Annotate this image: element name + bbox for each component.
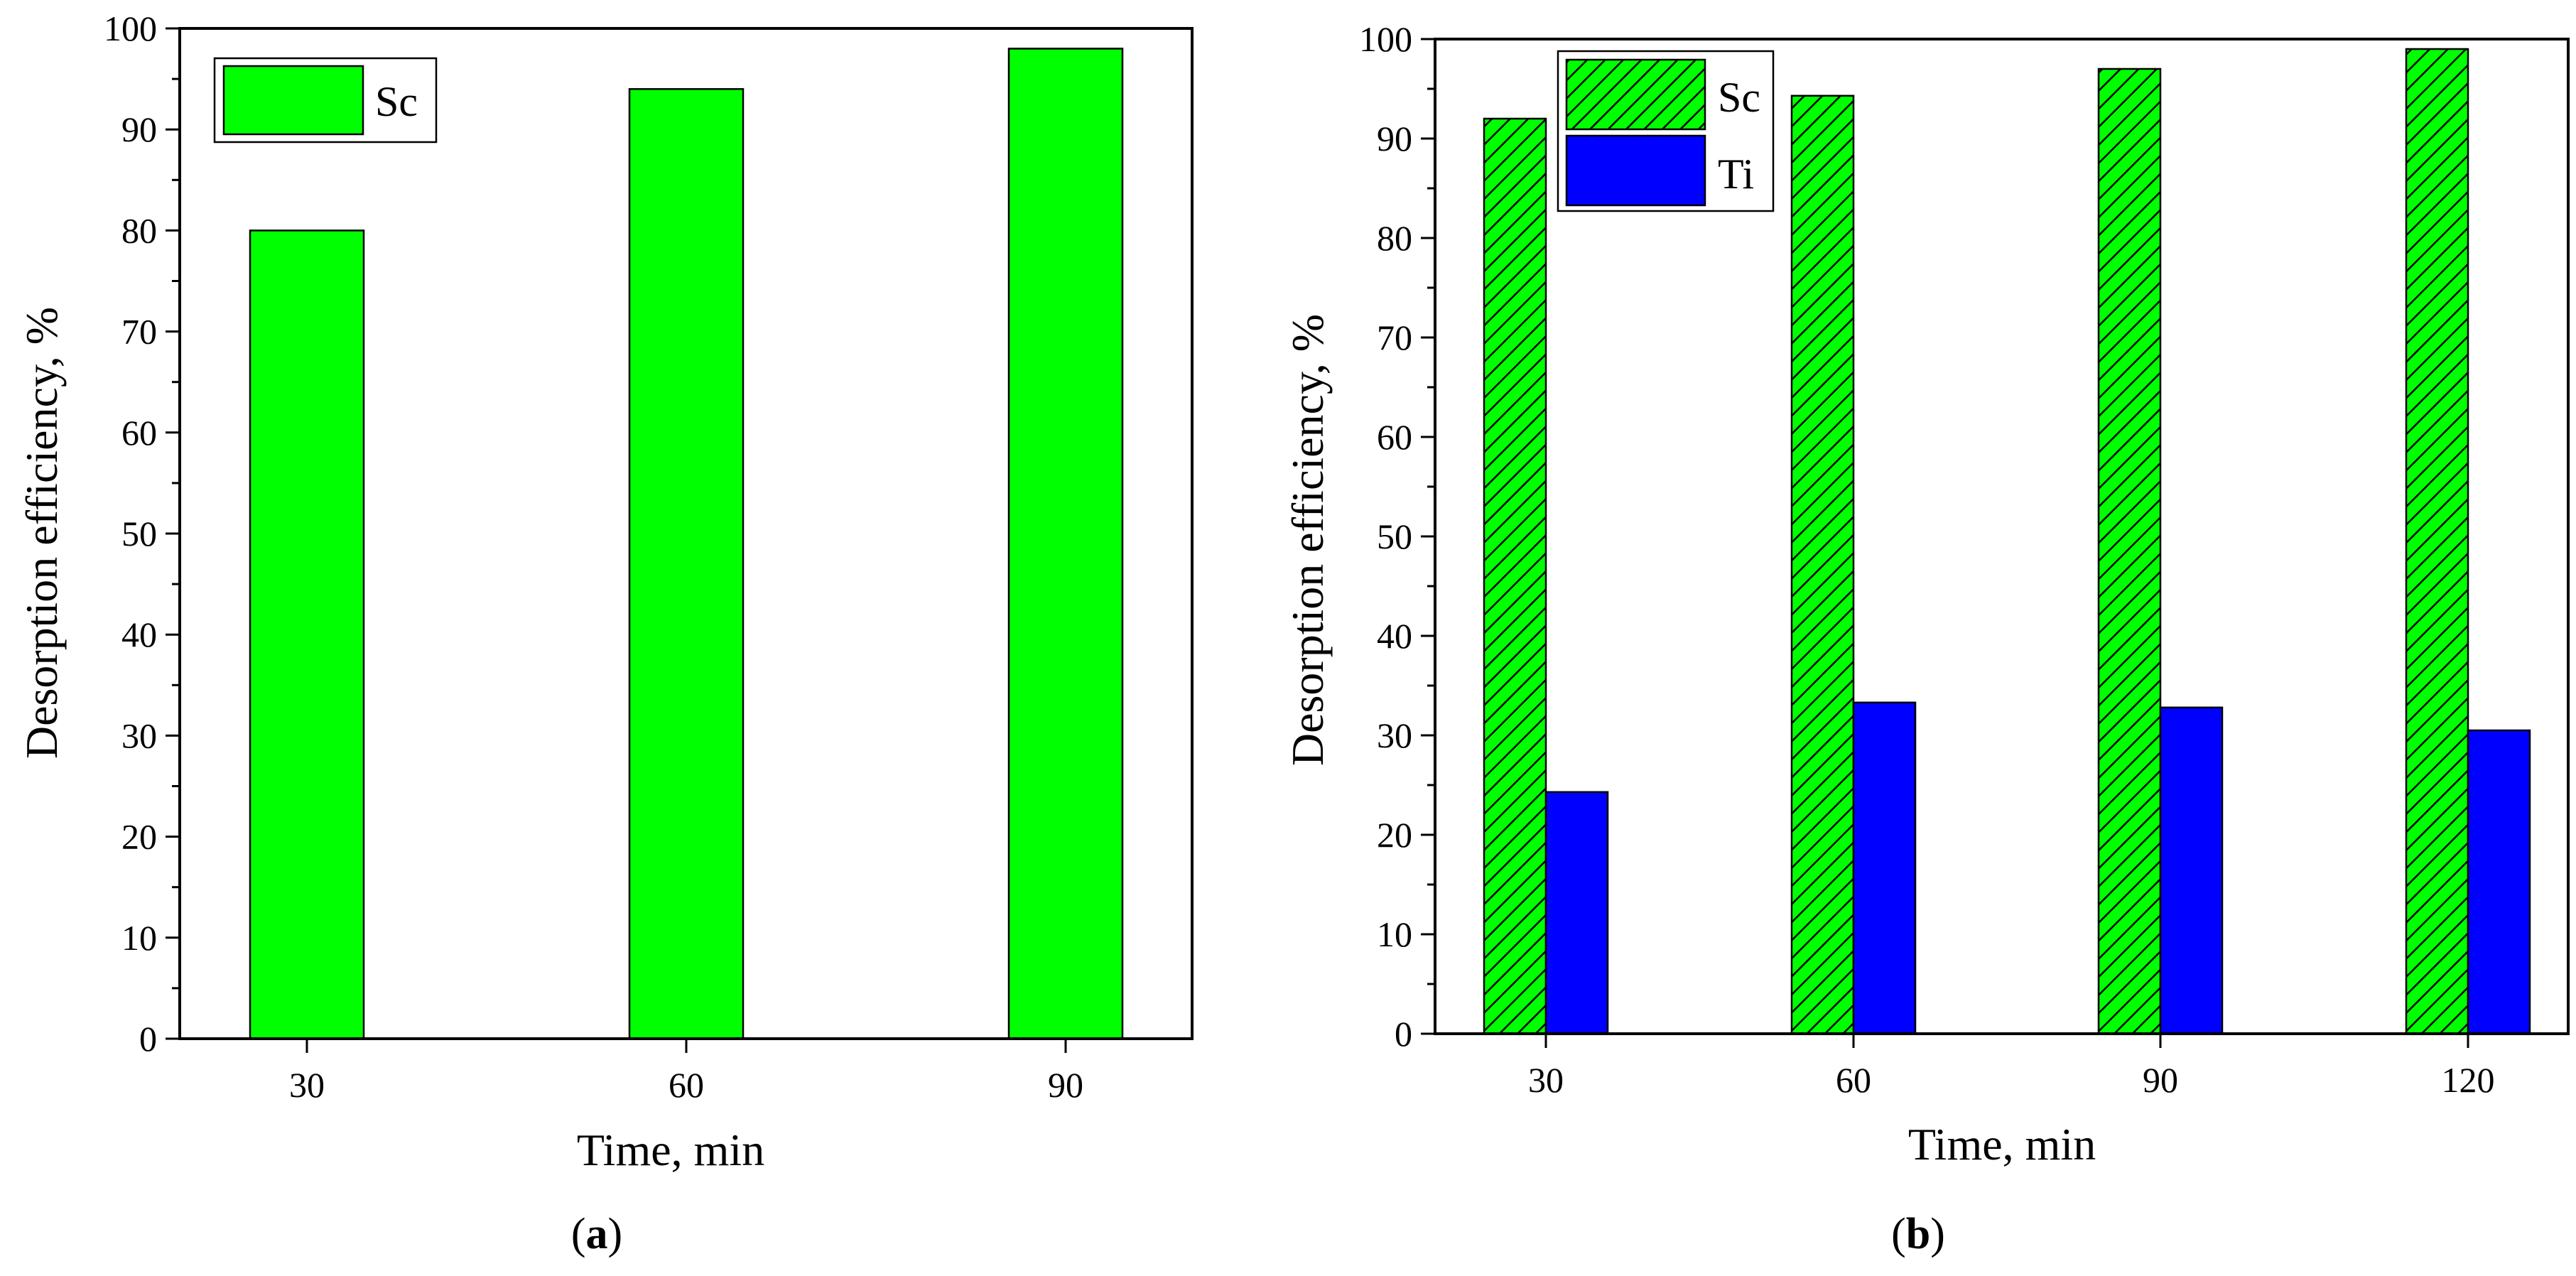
- bar-ti-90: [2159, 706, 2224, 1035]
- y-tick-label: 30: [121, 715, 157, 755]
- legend-swatch-ti-panel-b: [1565, 134, 1706, 207]
- legend-label-sc-panel-a: Sc: [375, 78, 418, 125]
- y-tick-label: 60: [1377, 417, 1412, 457]
- y-tick-label: 10: [121, 918, 157, 958]
- y-tick-label: 40: [121, 615, 157, 654]
- y-tick-label: 80: [1377, 218, 1412, 258]
- plot-frame-panel-a: [178, 27, 1194, 1040]
- x-axis-ticks-panel-a: 30 60 90: [289, 1039, 1083, 1105]
- y-tick-label: 60: [121, 413, 157, 453]
- legend-panel-b: Sc Ti: [1557, 50, 1775, 212]
- x-axis-ticks-panel-b: 30 60 90 120: [1528, 1034, 2495, 1100]
- y-tick-label: 20: [121, 817, 157, 857]
- y-tick-label: 40: [1377, 616, 1412, 656]
- x-tick-label: 120: [2442, 1060, 2495, 1100]
- y-tick-label: 20: [1377, 815, 1412, 855]
- bar-ti-30: [1544, 791, 1609, 1035]
- y-tick-label: 80: [121, 210, 157, 250]
- x-tick-label: 90: [1048, 1065, 1083, 1105]
- legend-label-ti-panel-b: Ti: [1718, 151, 1754, 198]
- bar-sc-30: [1483, 117, 1547, 1035]
- legend-swatch-sc-panel-b: [1565, 58, 1706, 131]
- legend-panel-a: Sc: [213, 57, 438, 144]
- y-tick-label: 90: [1377, 119, 1412, 158]
- y-tick-label: 10: [1377, 914, 1412, 954]
- y-tick-label: 0: [139, 1019, 157, 1059]
- y-tick-label: 50: [1377, 517, 1412, 556]
- x-axis-label-panel-b: Time, min: [1908, 1119, 2096, 1169]
- x-tick-label: 90: [2143, 1060, 2178, 1100]
- x-tick-label: 30: [289, 1065, 325, 1105]
- y-axis-label-panel-a: Desorption efficiency, %: [16, 307, 67, 759]
- y-axis-ticks-panel-a: 0 10 20 30 40 50 60 70 80 90 100: [104, 9, 180, 1059]
- y-tick-label: 70: [121, 312, 157, 352]
- x-tick-label: 60: [669, 1065, 704, 1105]
- y-tick-label: 100: [104, 9, 157, 48]
- y-tick-label: 50: [121, 514, 157, 553]
- y-tick-label: 70: [1377, 318, 1412, 357]
- y-tick-label: 30: [1377, 715, 1412, 755]
- bar-sc-60: [628, 88, 745, 1040]
- plot-frame-panel-b: [1434, 38, 2570, 1035]
- x-tick-label: 30: [1528, 1060, 1564, 1100]
- legend-label-sc-panel-b: Sc: [1718, 74, 1760, 121]
- bar-sc-30: [249, 229, 365, 1040]
- panel-caption-b: (b): [1891, 1210, 1945, 1258]
- bar-ti-120: [2467, 729, 2531, 1035]
- bar-ti-60: [1852, 701, 1917, 1035]
- legend-swatch-sc-panel-a: [222, 65, 364, 136]
- chart-panel-a: 0 10 20 30 40 50 60 70 80 90 100 30 60 90 Sc Desorpt…: [16, 9, 1194, 1258]
- bars-panel-a: [249, 48, 1124, 1040]
- y-tick-label: 0: [1395, 1014, 1412, 1054]
- x-tick-label: 60: [1836, 1060, 1871, 1100]
- x-axis-label-panel-a: Time, min: [577, 1125, 764, 1175]
- bar-sc-120: [2405, 48, 2469, 1035]
- y-axis-ticks-panel-b: 0 10 20 30 40 50 60 70 80 90 100: [1359, 19, 1435, 1054]
- bar-sc-60: [1790, 94, 1855, 1035]
- bars-panel-b: [1483, 48, 2531, 1035]
- y-tick-label: 100: [1359, 19, 1412, 59]
- bar-sc-90: [2097, 67, 2162, 1035]
- panel-caption-a: (a): [571, 1210, 622, 1258]
- y-axis-label-panel-b: Desorption efficiency, %: [1282, 314, 1333, 766]
- bar-sc-90: [1007, 48, 1124, 1040]
- chart-panel-b: 0 10 20 30 40 50 60 70 80 90 100 30 60 90 120 Sc Ti D…: [1282, 19, 2570, 1258]
- y-tick-label: 90: [121, 109, 157, 149]
